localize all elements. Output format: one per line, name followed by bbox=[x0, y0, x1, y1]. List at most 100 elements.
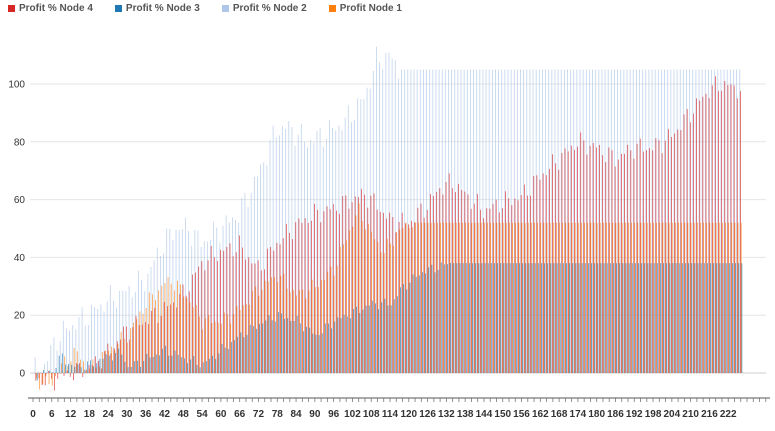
bar bbox=[477, 222, 479, 373]
series-profit-node-3 bbox=[36, 262, 743, 381]
bar bbox=[714, 76, 716, 373]
bar bbox=[605, 162, 607, 373]
bar bbox=[320, 222, 322, 373]
bar bbox=[418, 275, 420, 373]
bar bbox=[81, 307, 83, 373]
bar bbox=[704, 69, 706, 374]
bar bbox=[551, 69, 553, 374]
bar bbox=[375, 303, 376, 373]
bar bbox=[48, 373, 50, 384]
bar bbox=[391, 58, 393, 373]
bar bbox=[612, 222, 614, 373]
bar bbox=[632, 69, 634, 374]
bar bbox=[572, 263, 574, 373]
bar bbox=[455, 222, 457, 373]
bar bbox=[98, 360, 99, 373]
bar bbox=[339, 246, 341, 373]
bar bbox=[433, 222, 435, 373]
bar bbox=[106, 301, 108, 373]
bar bbox=[126, 342, 128, 373]
bar-series bbox=[34, 46, 743, 391]
bar bbox=[254, 263, 256, 373]
bar bbox=[560, 69, 562, 374]
bar bbox=[621, 153, 622, 373]
bar bbox=[238, 222, 240, 373]
bar bbox=[595, 69, 597, 374]
bar bbox=[482, 69, 484, 374]
bar bbox=[339, 213, 340, 373]
bar bbox=[111, 360, 113, 373]
bar bbox=[664, 69, 665, 374]
legend-item-node4[interactable]: Profit % Node 4 bbox=[8, 3, 93, 14]
bar bbox=[496, 222, 498, 373]
legend-item-node3[interactable]: Profit % Node 3 bbox=[114, 3, 200, 14]
bar bbox=[35, 373, 37, 381]
bar bbox=[282, 126, 283, 374]
bar bbox=[368, 224, 369, 373]
bar bbox=[309, 327, 311, 373]
bar bbox=[736, 98, 738, 373]
bar bbox=[739, 69, 741, 374]
bar bbox=[83, 369, 85, 373]
bar bbox=[330, 266, 332, 373]
bar bbox=[554, 69, 556, 374]
bar bbox=[423, 69, 424, 374]
bar bbox=[138, 325, 140, 373]
x-tick-label: 210 bbox=[682, 409, 699, 420]
bar bbox=[370, 195, 372, 373]
bar bbox=[596, 222, 598, 373]
bar bbox=[421, 222, 423, 373]
bar bbox=[153, 260, 155, 373]
bar bbox=[43, 369, 44, 373]
bar bbox=[507, 69, 509, 374]
bar bbox=[388, 52, 390, 373]
bar bbox=[292, 289, 294, 373]
bar bbox=[631, 222, 632, 373]
bar bbox=[468, 263, 470, 373]
bar bbox=[84, 325, 86, 373]
bar bbox=[67, 365, 69, 373]
bar bbox=[730, 84, 732, 373]
bar bbox=[598, 69, 600, 374]
bar bbox=[552, 154, 553, 373]
bar bbox=[263, 162, 265, 373]
bar bbox=[159, 256, 161, 373]
bar bbox=[585, 69, 587, 374]
bar bbox=[95, 367, 97, 373]
bar bbox=[649, 222, 651, 373]
bar bbox=[246, 334, 248, 373]
bar bbox=[485, 69, 487, 374]
bar bbox=[684, 222, 686, 373]
bar bbox=[141, 324, 143, 373]
bar bbox=[413, 69, 415, 374]
bar bbox=[194, 230, 196, 373]
bar bbox=[105, 350, 106, 373]
bar bbox=[113, 300, 114, 373]
y-tick-label: 100 bbox=[8, 80, 25, 91]
y-tick-label: 0 bbox=[19, 369, 25, 380]
bar bbox=[401, 212, 403, 373]
bar bbox=[379, 211, 381, 373]
bar bbox=[641, 263, 643, 373]
bar bbox=[400, 287, 401, 373]
bar bbox=[228, 222, 230, 373]
bar bbox=[575, 263, 577, 373]
bar bbox=[559, 222, 560, 373]
bar bbox=[449, 222, 451, 373]
bar bbox=[114, 349, 116, 373]
x-tick-label: 102 bbox=[344, 409, 361, 420]
x-tick-label: 36 bbox=[140, 409, 152, 420]
bar bbox=[429, 69, 431, 374]
bar bbox=[702, 96, 704, 374]
bar bbox=[694, 263, 696, 373]
bar bbox=[371, 231, 373, 373]
bar bbox=[439, 188, 441, 373]
bar bbox=[643, 222, 645, 373]
bar bbox=[509, 222, 510, 373]
bar bbox=[443, 222, 445, 373]
bar bbox=[686, 109, 688, 374]
legend-item-node1[interactable]: Profit Node 1 bbox=[328, 3, 402, 14]
legend-item-node2[interactable]: Profit % Node 2 bbox=[221, 3, 307, 14]
bar bbox=[107, 343, 109, 373]
